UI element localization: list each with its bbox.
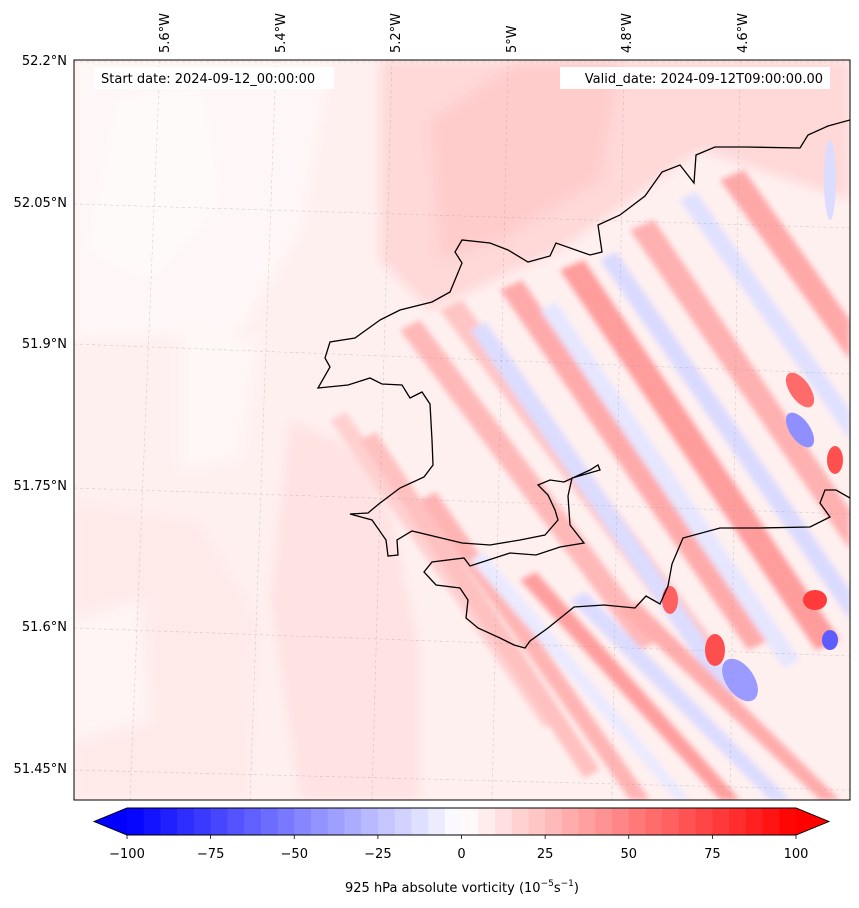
colorbar-cell <box>545 808 563 835</box>
colorbar-cell <box>327 808 346 835</box>
colorbar-cell <box>444 808 463 835</box>
colorbar-cell <box>411 808 429 835</box>
colorbar-cell <box>361 808 379 835</box>
start-date-label: Start date: 2024-09-12_00:00:00 <box>101 72 315 87</box>
colorbar-tick-label: −75 <box>197 847 224 862</box>
valid-date-box <box>560 67 830 89</box>
colorbar-cell <box>745 808 764 835</box>
lon-label: 4.6°W <box>736 13 751 53</box>
colorbar-cell <box>695 808 713 835</box>
colorbar-cell <box>729 808 747 835</box>
colorbar-cell <box>511 808 530 835</box>
coastline <box>316 119 850 649</box>
colorbar-tick-label: 50 <box>620 847 637 862</box>
colorbar-extend-max <box>796 808 829 835</box>
colorbar-tick-label: −25 <box>364 847 391 862</box>
lat-label: 51.6°N <box>22 620 67 635</box>
colorbar-tick-label: 100 <box>784 847 809 862</box>
colorbar-tick-label: −50 <box>281 847 308 862</box>
colorbar-cell <box>595 808 613 835</box>
lat-label: 51.9°N <box>22 337 67 352</box>
colorbar: −100 −75 −50 −25 0 25 50 75 100 925 hPa absolute… <box>92 807 831 896</box>
colorbar-cell <box>227 808 245 835</box>
vorticity-field-cores <box>662 140 843 702</box>
lat-label: 52.05°N <box>14 196 67 211</box>
colorbar-cell <box>628 808 647 835</box>
colorbar-cell <box>277 808 295 835</box>
lon-label: 5.2°W <box>389 13 404 53</box>
colorbar-cell <box>160 808 178 835</box>
lon-label: 5°W <box>505 25 520 53</box>
colorbar-cell <box>461 808 479 835</box>
colorbar-cell <box>210 808 228 835</box>
colorbar-cell <box>127 808 145 835</box>
colorbar-cell <box>662 808 680 835</box>
map-panel: Start date: 2024-09-12_00:00:00 Valid_da… <box>74 60 850 800</box>
colorbar-cell <box>645 808 663 835</box>
colorbar-cell <box>394 808 412 835</box>
colorbar-cell <box>143 808 162 835</box>
start-date-box <box>94 67 334 89</box>
colorbar-cell <box>678 808 697 835</box>
lat-label: 51.75°N <box>14 479 67 494</box>
colorbar-label: 925 hPa absolute vorticity (10−5s−1) <box>345 879 579 896</box>
colorbar-cell <box>310 808 329 835</box>
lon-label: 4.8°W <box>620 13 635 53</box>
colorbar-cell <box>344 808 362 835</box>
colorbar-cell <box>177 808 195 835</box>
colorbar-cell <box>294 808 312 835</box>
map-frame <box>73 59 851 801</box>
colorbar-tick-label: −100 <box>109 847 145 862</box>
colorbar-cell <box>779 808 797 835</box>
vorticity-field-bands <box>330 170 850 800</box>
colorbar-cell <box>244 808 262 835</box>
colorbar-ticks: −100 −75 −50 −25 0 25 50 75 100 <box>109 835 808 862</box>
colorbar-cell <box>528 808 546 835</box>
valid-date-label: Valid_date: 2024-09-12T09:00:00.00 <box>585 72 823 87</box>
colorbar-tick-label: 25 <box>537 847 554 862</box>
lat-label: 51.45°N <box>14 762 67 777</box>
vorticity-field-smooth <box>74 60 850 800</box>
colorbar-cell <box>712 808 730 835</box>
colorbar-cell <box>478 808 496 835</box>
lat-labels: 52.2°N 52.05°N 51.9°N 51.75°N 51.6°N 51.… <box>14 54 67 777</box>
lon-labels: 5.6°W 5.4°W 5.2°W 5°W 4.8°W 4.6°W <box>158 13 751 53</box>
lat-label: 52.2°N <box>22 54 67 69</box>
lon-label: 5.6°W <box>158 13 173 53</box>
colorbar-cell <box>494 808 513 835</box>
colorbar-cell <box>193 808 212 835</box>
colorbar-cell <box>377 808 396 835</box>
colorbar-cell <box>612 808 630 835</box>
colorbar-cells <box>127 808 797 835</box>
colorbar-cell <box>578 808 596 835</box>
colorbar-tick-label: 75 <box>704 847 721 862</box>
colorbar-extend-min <box>94 808 127 835</box>
colorbar-tick-label: 0 <box>457 847 465 862</box>
colorbar-cell <box>428 808 446 835</box>
colorbar-cell <box>561 808 580 835</box>
colorbar-cell <box>762 808 780 835</box>
lon-label: 5.4°W <box>274 13 289 53</box>
colorbar-cell <box>260 808 279 835</box>
